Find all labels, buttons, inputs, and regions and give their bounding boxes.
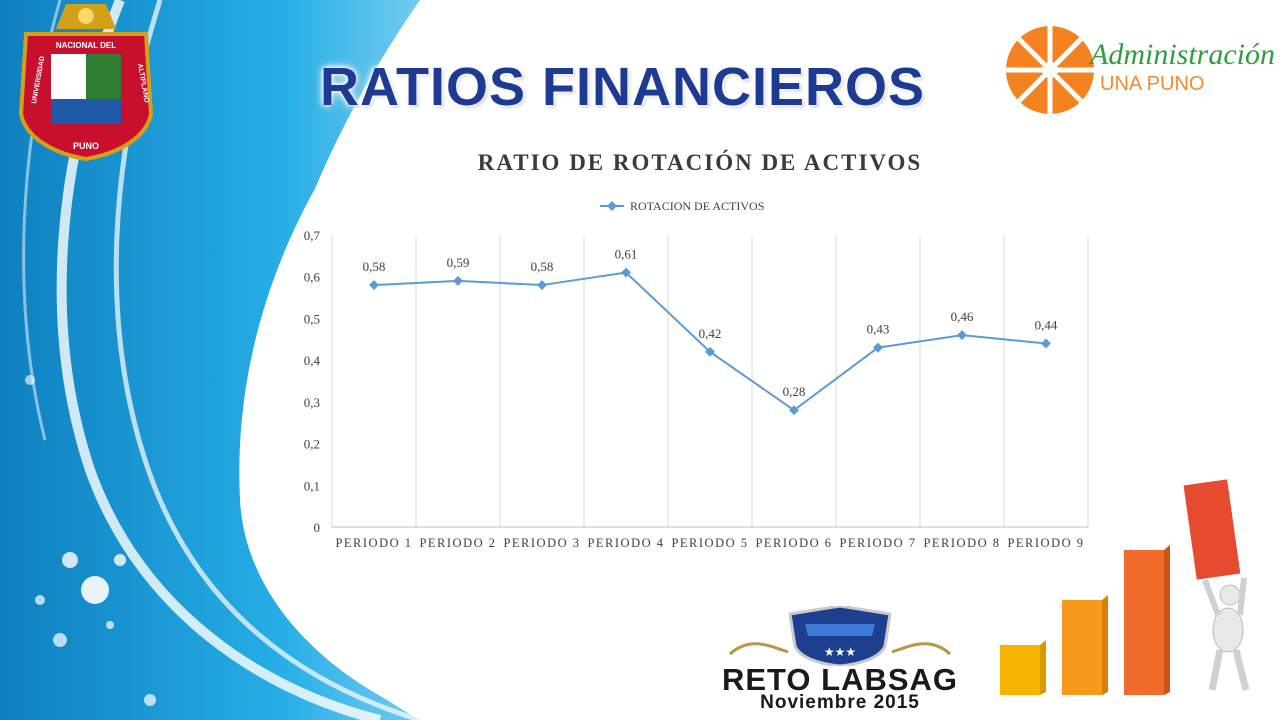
- seal-text-top: NACIONAL DEL: [56, 41, 116, 50]
- line-chart: ROTACION DE ACTIVOS 0 0,1 0,2 0,3 0,4 0,5 0,6 0…: [304, 199, 1089, 550]
- y-tick-label: 0: [314, 520, 321, 535]
- data-label: 0,28: [783, 384, 806, 399]
- slide-title: RATIOS FINANCIEROS: [320, 57, 926, 117]
- x-tick-label: PERIODO 7: [839, 536, 916, 550]
- chart-legend: ROTACION DE ACTIVOS: [600, 199, 764, 213]
- series-line: [373, 271, 1047, 412]
- data-label: 0,46: [951, 309, 974, 324]
- y-tick-label: 0,7: [304, 228, 321, 243]
- y-tick-label: 0,3: [304, 395, 320, 410]
- data-label: 0,58: [363, 259, 386, 274]
- y-tick-label: 0,2: [304, 437, 320, 452]
- x-tick-label: PERIODO 5: [671, 536, 748, 550]
- admin-logo-subtitle: UNA PUNO: [1100, 73, 1205, 95]
- data-label: 0,58: [531, 259, 554, 274]
- data-point: [705, 346, 715, 357]
- data-label: 0,61: [615, 247, 638, 262]
- data-point: [789, 405, 799, 416]
- svg-text:★★★: ★★★: [824, 645, 856, 659]
- data-label: 0,43: [867, 322, 890, 337]
- data-label: 0,44: [1035, 317, 1058, 332]
- chart-title: RATIO DE ROTACIÓN DE ACTIVOS: [477, 150, 923, 175]
- reto-labsag-shield-logo: ★★★: [728, 606, 952, 666]
- admin-logo-title: Administración: [1090, 38, 1275, 71]
- data-point: [453, 275, 463, 286]
- data-label: 0,59: [447, 255, 470, 270]
- data-point: [957, 330, 967, 341]
- data-point: [369, 280, 379, 291]
- data-label: 0,42: [699, 326, 722, 341]
- y-tick-label: 0,5: [304, 311, 320, 326]
- data-point: [1041, 338, 1051, 349]
- x-tick-label: PERIODO 6: [755, 536, 832, 550]
- reto-labsag-date: Noviembre 2015: [760, 692, 920, 713]
- reto-labsag-title: RETO LABSAG: [721, 662, 959, 697]
- data-point: [537, 280, 547, 291]
- x-tick-label: PERIODO 8: [923, 536, 1000, 550]
- data-point: [621, 267, 631, 278]
- data-point: [873, 342, 883, 353]
- legend-diamond-marker: [607, 201, 617, 211]
- university-seal-logo: NACIONAL DEL UNIVERSIDAD ALTIPLANO PUNO: [18, 4, 154, 162]
- y-tick-label: 0,4: [304, 353, 321, 368]
- x-tick-label: PERIODO 1: [335, 536, 412, 550]
- x-tick-label: PERIODO 3: [503, 536, 580, 550]
- x-tick-label: PERIODO 9: [1007, 536, 1084, 550]
- admin-orange-logo: [1006, 26, 1094, 114]
- growth-bars-illustration: [1000, 479, 1250, 695]
- x-tick-label: PERIODO 4: [587, 536, 664, 550]
- x-tick-label: PERIODO 2: [419, 536, 496, 550]
- legend-label: ROTACION DE ACTIVOS: [630, 199, 764, 213]
- y-tick-label: 0,6: [304, 270, 321, 285]
- y-tick-label: 0,1: [304, 478, 320, 493]
- seal-text-bottom: PUNO: [73, 141, 99, 151]
